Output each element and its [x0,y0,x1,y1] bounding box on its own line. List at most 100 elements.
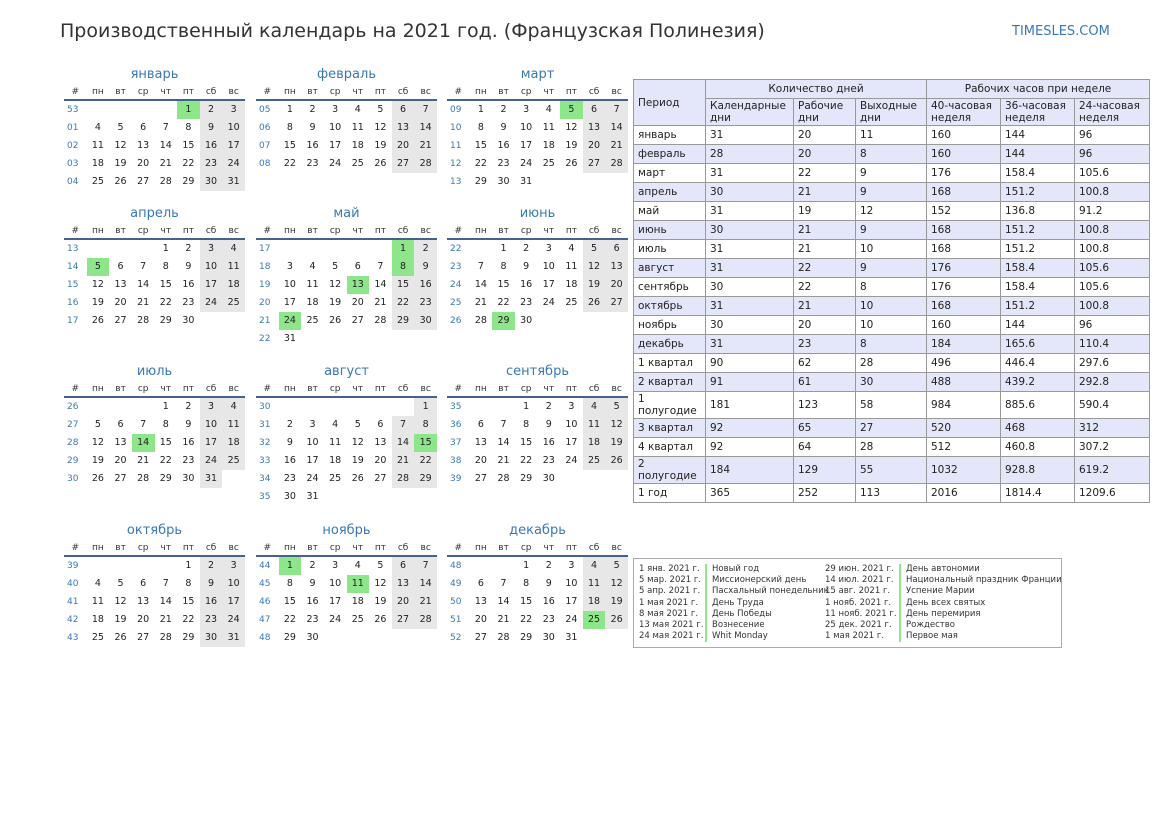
holiday-item: 13 мая 2021 г. Вознесение [639,619,829,632]
holiday-item: 8 мая 2021 г. День Победы [639,608,829,620]
month-grid: # пн вт ср чт пт сб вс 30 1 31 2 3 4 5 6 7 8 32 9 10 11 12 13 14… [256,382,437,506]
day-cell: 5 [605,398,628,416]
weekday-header: ср [514,85,538,101]
day-cell: 24 [565,455,578,466]
holiday-name: День Победы [705,608,772,620]
day-cell: 29 [182,176,195,187]
day-cell [155,557,178,575]
day-cell: 31 [222,629,245,647]
stats-value: 90 [705,353,794,373]
stats-value: 512 [926,437,1001,457]
day-cell: 20 [137,614,150,625]
day-cell: 22 [414,452,437,470]
day-cell: 16 [182,437,195,448]
day-cell [324,240,347,258]
stats-subheader-row: Календарные дни Рабочие дни Выходные дни 40… [634,98,1150,126]
weekday-header: сб [391,382,415,398]
stats-value: 928.8 [1000,456,1075,484]
day-cell: 25 [306,315,319,326]
stats-value: 9 [855,258,927,278]
day-cell [392,488,415,506]
day-cell [200,312,223,330]
day-cell: 19 [114,158,127,169]
day-cell: 13 [114,437,127,448]
day-cell: 30 [542,632,555,643]
stats-value: 144 [1000,144,1075,164]
day-cell: 13 [346,276,370,294]
day-cell: 28 [414,611,437,629]
day-cell: 25 [91,176,104,187]
day-cell: 17 [565,437,578,448]
day-cell: 10 [199,416,223,434]
stats-period: 1 квартал [633,353,706,373]
stats-value: 31 [705,125,794,145]
week-number: 15 [67,280,79,290]
day-cell: 3 [199,240,223,258]
week-number: 02 [67,141,79,151]
weekday-header: пн [278,224,302,240]
weekday-header: сб [582,85,606,101]
stats-period: декабрь [633,334,706,354]
day-cell: 8 [162,419,169,430]
day-cell: 6 [605,240,628,258]
stats-value: 12 [855,201,927,221]
day-cell: 27 [582,155,606,173]
weekday-header: вт [492,382,515,398]
week-number: 44 [259,561,271,571]
day-cell: 27 [474,632,487,643]
day-cell [109,398,132,416]
day-cell: 19 [91,455,104,466]
day-cell: 23 [520,297,533,308]
day-cell: 30 [414,312,437,330]
stats-value: 488 [926,372,1001,392]
site-link[interactable]: TIMESLES.COM [1012,24,1110,39]
day-cell: 14 [159,596,172,607]
day-cell: 28 [605,155,628,173]
month-calendar: июнь # пн вт ср чт пт сб вс 22 1 2 3 4 5 6 23 7 8 9 10 11 12 13… [447,204,628,330]
day-cell: 6 [117,419,124,430]
day-cell: 2 [199,101,223,119]
weekday-header: вс [414,85,437,101]
day-cell [347,488,370,506]
stats-period: 4 квартал [633,437,706,457]
stats-period: май [633,201,706,221]
stats-row: 4 квартал 92 64 28 512 460.8 307.2 [633,437,1150,457]
day-cell: 6 [477,419,484,430]
day-cell: 8 [185,578,192,589]
day-cell: 12 [605,416,628,434]
day-cell: 21 [497,614,510,625]
day-cell: 13 [474,596,487,607]
stats-value: 129 [793,456,856,484]
day-cell: 27 [391,611,415,629]
weekday-header: пт [177,224,200,240]
stats-value: 31 [705,258,794,278]
day-cell [369,240,392,258]
week-number: 06 [259,123,271,133]
day-cell [87,240,110,258]
month-name: октябрь [126,523,183,538]
weekday-header: вс [414,541,437,557]
day-cell: 15 [497,279,510,290]
day-cell: 17 [222,137,245,155]
week-number: 37 [450,438,462,448]
holiday-name: Национальный праздник Франции [899,575,1062,587]
stats-value: 31 [705,163,794,183]
day-cell: 5 [94,419,101,430]
day-cell: 29 [414,470,437,488]
week-number: 09 [450,105,462,115]
day-cell: 21 [391,452,415,470]
day-cell: 10 [565,578,578,589]
day-cell: 5 [377,560,384,571]
day-cell [392,330,415,348]
week-number: 47 [259,615,271,625]
day-cell: 31 [565,632,578,643]
day-cell: 25 [222,294,245,312]
holiday-item: 25 дек. 2021 г. Рождество [825,619,1062,632]
day-cell: 24 [306,473,319,484]
weekday-header: сб [199,382,223,398]
weekday-header: # [256,85,279,101]
day-cell [538,312,561,330]
day-cell: 16 [199,593,223,611]
stats-value: 446.4 [1000,353,1075,373]
day-cell: 14 [474,279,487,290]
